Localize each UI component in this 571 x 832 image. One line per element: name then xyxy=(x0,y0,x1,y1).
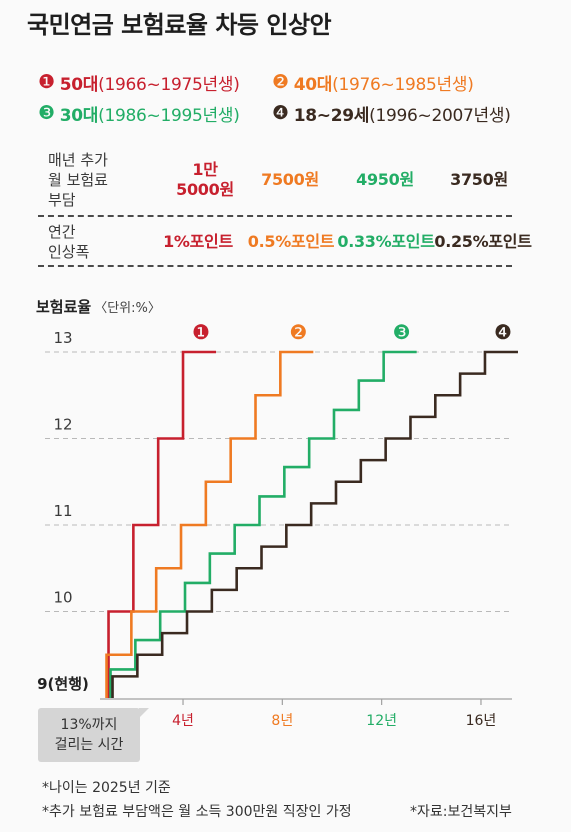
value-line: 1만 xyxy=(192,160,218,179)
row-label-line: 월 보험료 xyxy=(48,171,108,189)
source-credit: *자료:보건복지부 xyxy=(410,804,512,820)
monthly-burden-40s: 7500원 xyxy=(261,170,319,189)
monthly-burden-18-29: 3750원 xyxy=(450,170,508,189)
y-tick-label: 12 xyxy=(53,416,72,434)
x-tick-label: 4년 xyxy=(172,713,194,729)
legend-birth-years: (1996~2007년생) xyxy=(369,105,511,126)
x-tick-label: 8년 xyxy=(271,713,293,729)
annual-increase-18-29: 0.25%포인트 xyxy=(434,232,532,251)
value-line: 5000원 xyxy=(176,180,234,199)
footnote-burden-assumption: *추가 보험료 부담액은 월 소득 300만원 직장인 가정 xyxy=(42,804,352,820)
y-axis-label: 보험료율 xyxy=(36,298,92,316)
series-end-marker-icon: ❹ xyxy=(494,320,512,344)
legend-item-18-29: ❹ 18~29세 (1996~2007년생) xyxy=(272,101,511,126)
x-tick-label: 16년 xyxy=(466,713,497,729)
series-end-marker-icon: ❸ xyxy=(393,320,411,344)
annual-increase-40s: 0.5%포인트 xyxy=(247,232,335,251)
monthly-burden-30s: 4950원 xyxy=(356,170,414,189)
row-label-line: 연간 xyxy=(48,223,76,241)
legend-series-name: 40대 xyxy=(293,74,333,95)
series-line-1 xyxy=(107,350,217,698)
legend-birth-years: (1976~1985년생) xyxy=(332,74,474,95)
y-axis-unit: 〈단위:%〉 xyxy=(94,301,161,316)
annual-increase-50s: 1%포인트 xyxy=(163,232,233,251)
row-label-annual-increase: 연간 인상폭 xyxy=(48,222,89,262)
circled-two-icon: ❷ xyxy=(272,70,289,93)
y-tick-label: 13 xyxy=(53,329,72,347)
row-label-line: 매년 추가 xyxy=(48,151,108,169)
series-line-2 xyxy=(105,350,314,698)
row-label-monthly-burden: 매년 추가 월 보험료 부담 xyxy=(48,150,108,210)
series-line-3 xyxy=(109,350,417,698)
y-tick-label: 9(현행) xyxy=(37,675,89,693)
page-title: 국민연금 보험료율 차등 인상안 xyxy=(27,11,332,39)
legend-birth-years: (1986~1995년생) xyxy=(98,105,240,126)
legend-item-30s: ❸ 30대 (1986~1995년생) xyxy=(38,101,240,126)
legend-item-40s: ❷ 40대 (1976~1985년생) xyxy=(272,70,474,95)
x-tick-label: 12년 xyxy=(366,713,397,729)
row-label-line: 부담 xyxy=(48,191,76,209)
legend-birth-years: (1966~1975년생) xyxy=(98,74,240,95)
series-end-marker-icon: ❷ xyxy=(289,320,307,344)
legend-series-name: 18~29세 xyxy=(293,105,370,126)
time-to-13-percent-callout: 13%까지 걸리는 시간 xyxy=(38,708,149,762)
monthly-burden-50s: 1만 5000원 xyxy=(140,160,270,200)
circled-one-icon: ❶ xyxy=(38,70,55,93)
legend-series-name: 30대 xyxy=(59,105,99,126)
step-line-chart: 13 12 11 10 9(현행) 4년 8년 12년 16년 ❶ ❷ ❸ ❹ xyxy=(37,320,518,729)
legend-item-50s: ❶ 50대 (1966~1975년생) xyxy=(38,70,240,95)
callout-line: 13%까지 xyxy=(60,717,118,733)
table-divider xyxy=(38,215,512,217)
chart-y-axis-title: 보험료율 〈단위:%〉 xyxy=(36,297,161,319)
callout-line: 걸리는 시간 xyxy=(54,737,124,753)
y-tick-label: 10 xyxy=(53,589,72,607)
circled-four-icon: ❹ xyxy=(272,101,289,124)
table-divider xyxy=(38,265,512,267)
series-line-4 xyxy=(111,350,518,698)
annual-increase-30s: 0.33%포인트 xyxy=(337,232,435,251)
y-tick-label: 11 xyxy=(53,502,72,520)
legend-series-name: 50대 xyxy=(59,74,99,95)
row-label-line: 인상폭 xyxy=(48,243,90,261)
circled-three-icon: ❸ xyxy=(38,101,55,124)
series-end-marker-icon: ❶ xyxy=(192,320,210,344)
footnote-age-basis: *나이는 2025년 기준 xyxy=(42,780,171,796)
